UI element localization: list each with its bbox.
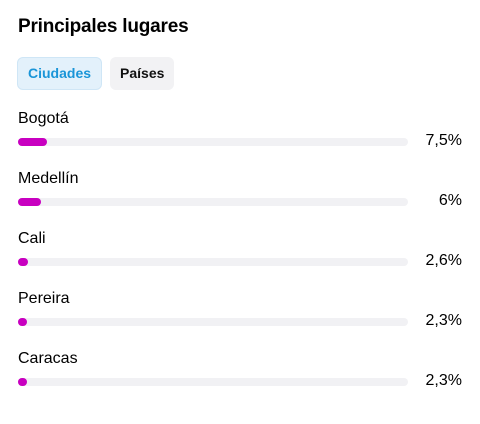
place-name: Pereira	[18, 290, 70, 307]
place-row: Bogotá 7,5%	[18, 110, 462, 154]
bar-track	[18, 318, 408, 326]
bar-track	[18, 378, 408, 386]
place-row: Medellín 6%	[18, 170, 462, 214]
location-tabs: Ciudades Países	[17, 57, 175, 90]
bar-track	[18, 258, 408, 266]
place-name: Cali	[18, 230, 46, 247]
bar-track	[18, 198, 408, 206]
tab-cities[interactable]: Ciudades	[17, 57, 103, 90]
place-name: Medellín	[18, 170, 79, 187]
bar-fill	[18, 318, 27, 326]
tab-countries[interactable]: Países	[110, 57, 175, 90]
place-percent: 7,5%	[425, 132, 462, 149]
place-row: Cali 2,6%	[18, 230, 462, 274]
bar-fill	[18, 378, 27, 386]
place-percent: 2,6%	[425, 252, 462, 269]
page-title: Principales lugares	[18, 16, 189, 37]
bar-fill	[18, 138, 47, 146]
place-row: Pereira 2,3%	[18, 290, 462, 334]
place-name: Bogotá	[18, 110, 69, 127]
place-percent: 2,3%	[425, 372, 462, 389]
place-percent: 2,3%	[425, 312, 462, 329]
place-name: Caracas	[18, 350, 78, 367]
bar-fill	[18, 258, 29, 266]
bar-track	[18, 138, 408, 146]
place-row: Caracas 2,3%	[18, 350, 462, 394]
bar-fill	[18, 198, 42, 206]
place-percent: 6%	[438, 192, 462, 209]
